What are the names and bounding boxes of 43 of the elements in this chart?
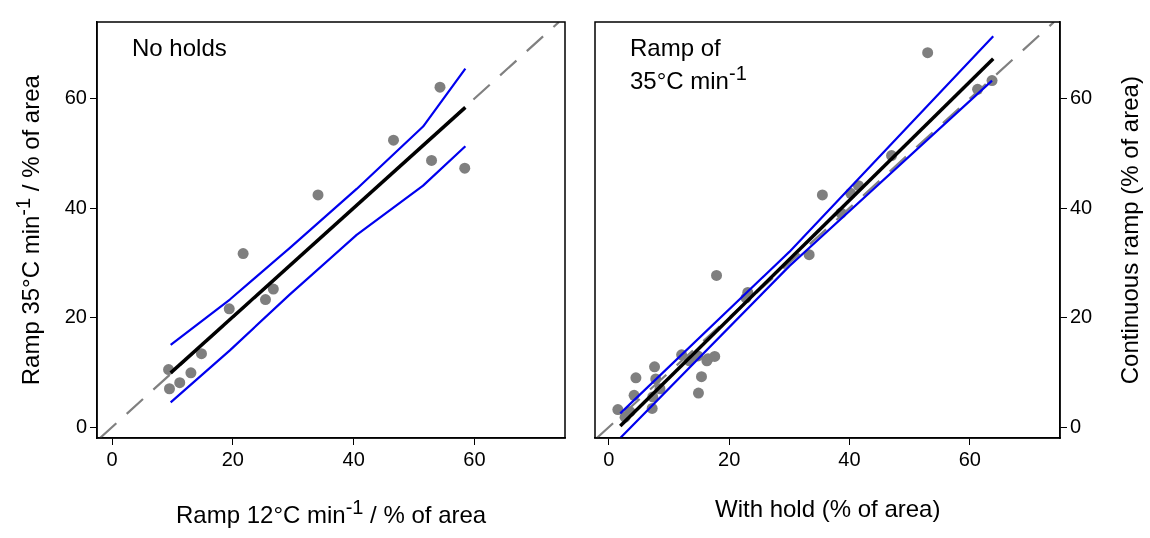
y2-tick-label: 20 <box>1070 305 1093 328</box>
point <box>426 154 438 166</box>
y2-tick-label: 0 <box>1070 414 1082 437</box>
x-tick-label: 20 <box>221 447 244 470</box>
y2-axis-title: Continuous ramp (% of area) <box>1115 76 1144 385</box>
x-tick-label: 40 <box>342 447 365 470</box>
point <box>174 377 186 389</box>
point <box>692 387 704 399</box>
y-tick-label: 20 <box>64 305 87 328</box>
annotation: Ramp of 35°C min$^{-1}$ <box>630 34 747 95</box>
point <box>711 269 723 281</box>
point <box>709 350 721 362</box>
y2-tick-label: 40 <box>1070 195 1093 218</box>
y-tick-label: 40 <box>64 195 87 218</box>
point <box>237 248 249 260</box>
annotation: No holds <box>132 34 227 62</box>
point <box>459 162 471 174</box>
x-tick-label: 40 <box>838 447 861 470</box>
x-tick-label: 20 <box>718 447 741 470</box>
x-tick-label: 0 <box>106 447 118 470</box>
point <box>612 404 624 416</box>
x-tick-label: 0 <box>603 447 615 470</box>
point <box>259 294 271 306</box>
point <box>185 367 197 379</box>
x-axis-title: Ramp 12°C min$^{-1}$ / % of area <box>176 496 487 529</box>
point <box>163 383 175 395</box>
point <box>816 189 828 201</box>
x-tick-label: 60 <box>958 447 981 470</box>
point <box>630 372 642 384</box>
point <box>223 303 235 315</box>
x-axis-title: With hold (% of area) <box>715 495 941 523</box>
y-tick-label: 60 <box>64 86 87 109</box>
point <box>649 361 661 373</box>
point <box>267 283 279 295</box>
point <box>388 134 399 146</box>
y-tick-label: 0 <box>75 414 87 437</box>
point <box>312 189 324 201</box>
point <box>434 81 446 93</box>
x-tick-label: 60 <box>463 447 486 470</box>
point <box>922 47 934 59</box>
y2-tick-label: 60 <box>1070 86 1093 109</box>
point <box>695 371 707 383</box>
point <box>195 348 207 360</box>
